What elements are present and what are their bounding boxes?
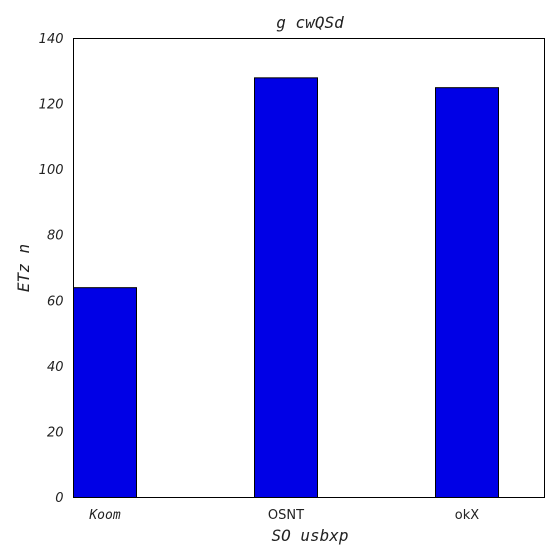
y-tick-label: 0 [55, 491, 63, 506]
y-axis-label: ETz n [14, 244, 33, 292]
bar-okx [435, 87, 499, 499]
plot-area: 0 20 40 60 80 100 120 140 Koom OSNT okX [39, 32, 499, 523]
y-tick-label: 80 [47, 229, 64, 244]
y-tick-label: 140 [39, 32, 64, 47]
y-tick-label: 60 [47, 294, 64, 309]
x-tick-label: Koom [88, 508, 120, 523]
x-axis-label: SO usbxp [271, 526, 348, 545]
bar-osnt [254, 77, 318, 498]
plot-frame [73, 38, 545, 498]
y-tick-label: 100 [39, 163, 64, 178]
y-tick-label: 120 [39, 98, 64, 113]
y-tick-label: 20 [47, 425, 64, 440]
chart-title: g cwQSd [276, 13, 344, 32]
y-tick-label: 40 [47, 360, 64, 375]
x-tick-label: OSNT [268, 508, 304, 523]
bar-koom [73, 287, 137, 498]
x-tick-label: okX [455, 508, 479, 523]
